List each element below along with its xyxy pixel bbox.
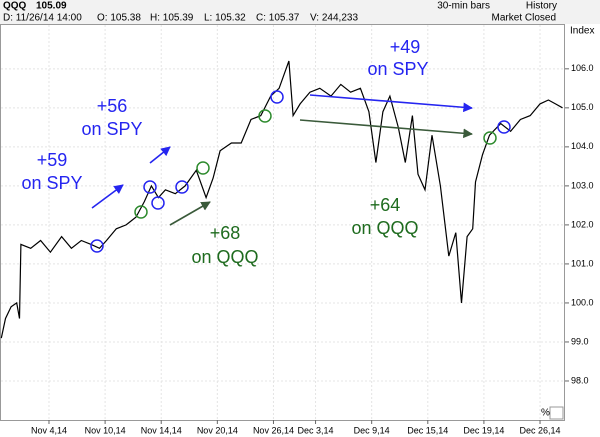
signal-circle [497, 120, 511, 134]
y-tick-label: 101.0 [571, 258, 594, 268]
signal-circle [134, 205, 148, 219]
arrow [309, 94, 473, 113]
open: O: 105.38 [97, 13, 141, 24]
y-tick-label: 105.0 [571, 102, 594, 112]
signal-circle [151, 196, 165, 210]
price-line [0, 60, 563, 339]
x-tick-label: Dec 26,14 [520, 425, 561, 435]
y-tick-label: 98.0 [571, 375, 589, 385]
annotation: +49 [390, 37, 421, 57]
symbol: QQQ [3, 1, 27, 12]
y-tick-label: 100.0 [571, 297, 594, 307]
signal-circle [270, 90, 284, 104]
interval: 30-min bars [437, 1, 490, 12]
signal-circle [258, 109, 272, 123]
y-tick-label: 104.0 [571, 141, 594, 151]
signal-circle [483, 131, 497, 145]
signal-circle [196, 161, 210, 175]
x-tick-label: Nov 20,14 [197, 425, 238, 435]
annotation: on QQQ [191, 247, 258, 267]
x-tick-label: Dec 3,14 [298, 425, 334, 435]
close: C: 105.37 [256, 13, 300, 24]
annotation: +56 [97, 96, 128, 116]
x-tick-label: Nov 26,14 [253, 425, 294, 435]
annotation: +59 [37, 150, 68, 170]
arrow [91, 184, 124, 209]
arrow [149, 146, 171, 164]
x-tick-label: Dec 19,14 [463, 425, 504, 435]
volume: V: 244,233 [310, 13, 358, 24]
arrow [169, 201, 211, 226]
history-link[interactable]: History [526, 1, 557, 12]
percent-toggle[interactable] [549, 406, 564, 420]
signal-circle [143, 180, 157, 194]
last-price: 105.09 [36, 1, 67, 12]
y-tick-label: 103.0 [571, 180, 594, 190]
y-tick-label: 106.0 [571, 63, 594, 73]
low: L: 105.32 [204, 13, 246, 24]
y-tick-label: 102.0 [571, 219, 594, 229]
annotation: +64 [370, 195, 401, 215]
arrow [299, 119, 473, 139]
bar-date: D: 11/26/14 14:00 [3, 13, 82, 24]
plot-frame [0, 24, 565, 421]
x-tick-label: Dec 9,14 [354, 425, 390, 435]
market-status: Market Closed [492, 13, 556, 24]
annotation: +68 [210, 223, 241, 243]
annotation: on QQQ [351, 218, 418, 238]
x-tick-label: Nov 4,14 [31, 425, 67, 435]
signal-circle [90, 239, 104, 253]
y-tick-label: 99.0 [571, 336, 589, 346]
header-bar [0, 0, 600, 24]
high: H: 105.39 [150, 13, 194, 24]
signal-circle [175, 180, 189, 194]
percent-label: % [541, 408, 550, 419]
annotation: on SPY [81, 119, 142, 139]
x-tick-label: Dec 15,14 [407, 425, 448, 435]
x-tick-label: Nov 10,14 [85, 425, 126, 435]
annotation: on SPY [367, 59, 428, 79]
x-tick-label: Nov 14,14 [141, 425, 182, 435]
annotation: on SPY [21, 173, 82, 193]
axis-title: Index [570, 26, 594, 37]
